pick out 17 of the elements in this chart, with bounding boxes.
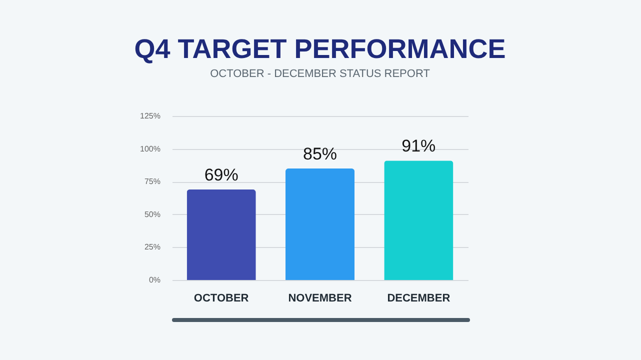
x-tick-label: OCTOBER — [194, 292, 249, 304]
y-tick-label: 100% — [140, 144, 160, 154]
chart-subtitle: OCTOBER - DECEMBER STATUS REPORT — [210, 68, 430, 80]
y-tick-label: 50% — [144, 210, 160, 219]
data-label: 85% — [302, 144, 338, 164]
data-label: 69% — [204, 165, 238, 184]
data-label: 91% — [402, 136, 436, 156]
y-tick-label: 0% — [148, 276, 160, 284]
y-tick-label: 25% — [144, 242, 160, 252]
bar — [186, 189, 256, 280]
y-tick-label: 125% — [140, 112, 160, 120]
x-tick-label: DECEMBER — [387, 292, 450, 304]
bar — [384, 160, 454, 280]
y-tick-label: 75% — [144, 177, 160, 186]
x-tick-label: NOVEMBER — [288, 292, 352, 304]
bar — [285, 168, 355, 280]
chart-title: Q4 TARGET PERFORMANCE — [134, 34, 506, 64]
